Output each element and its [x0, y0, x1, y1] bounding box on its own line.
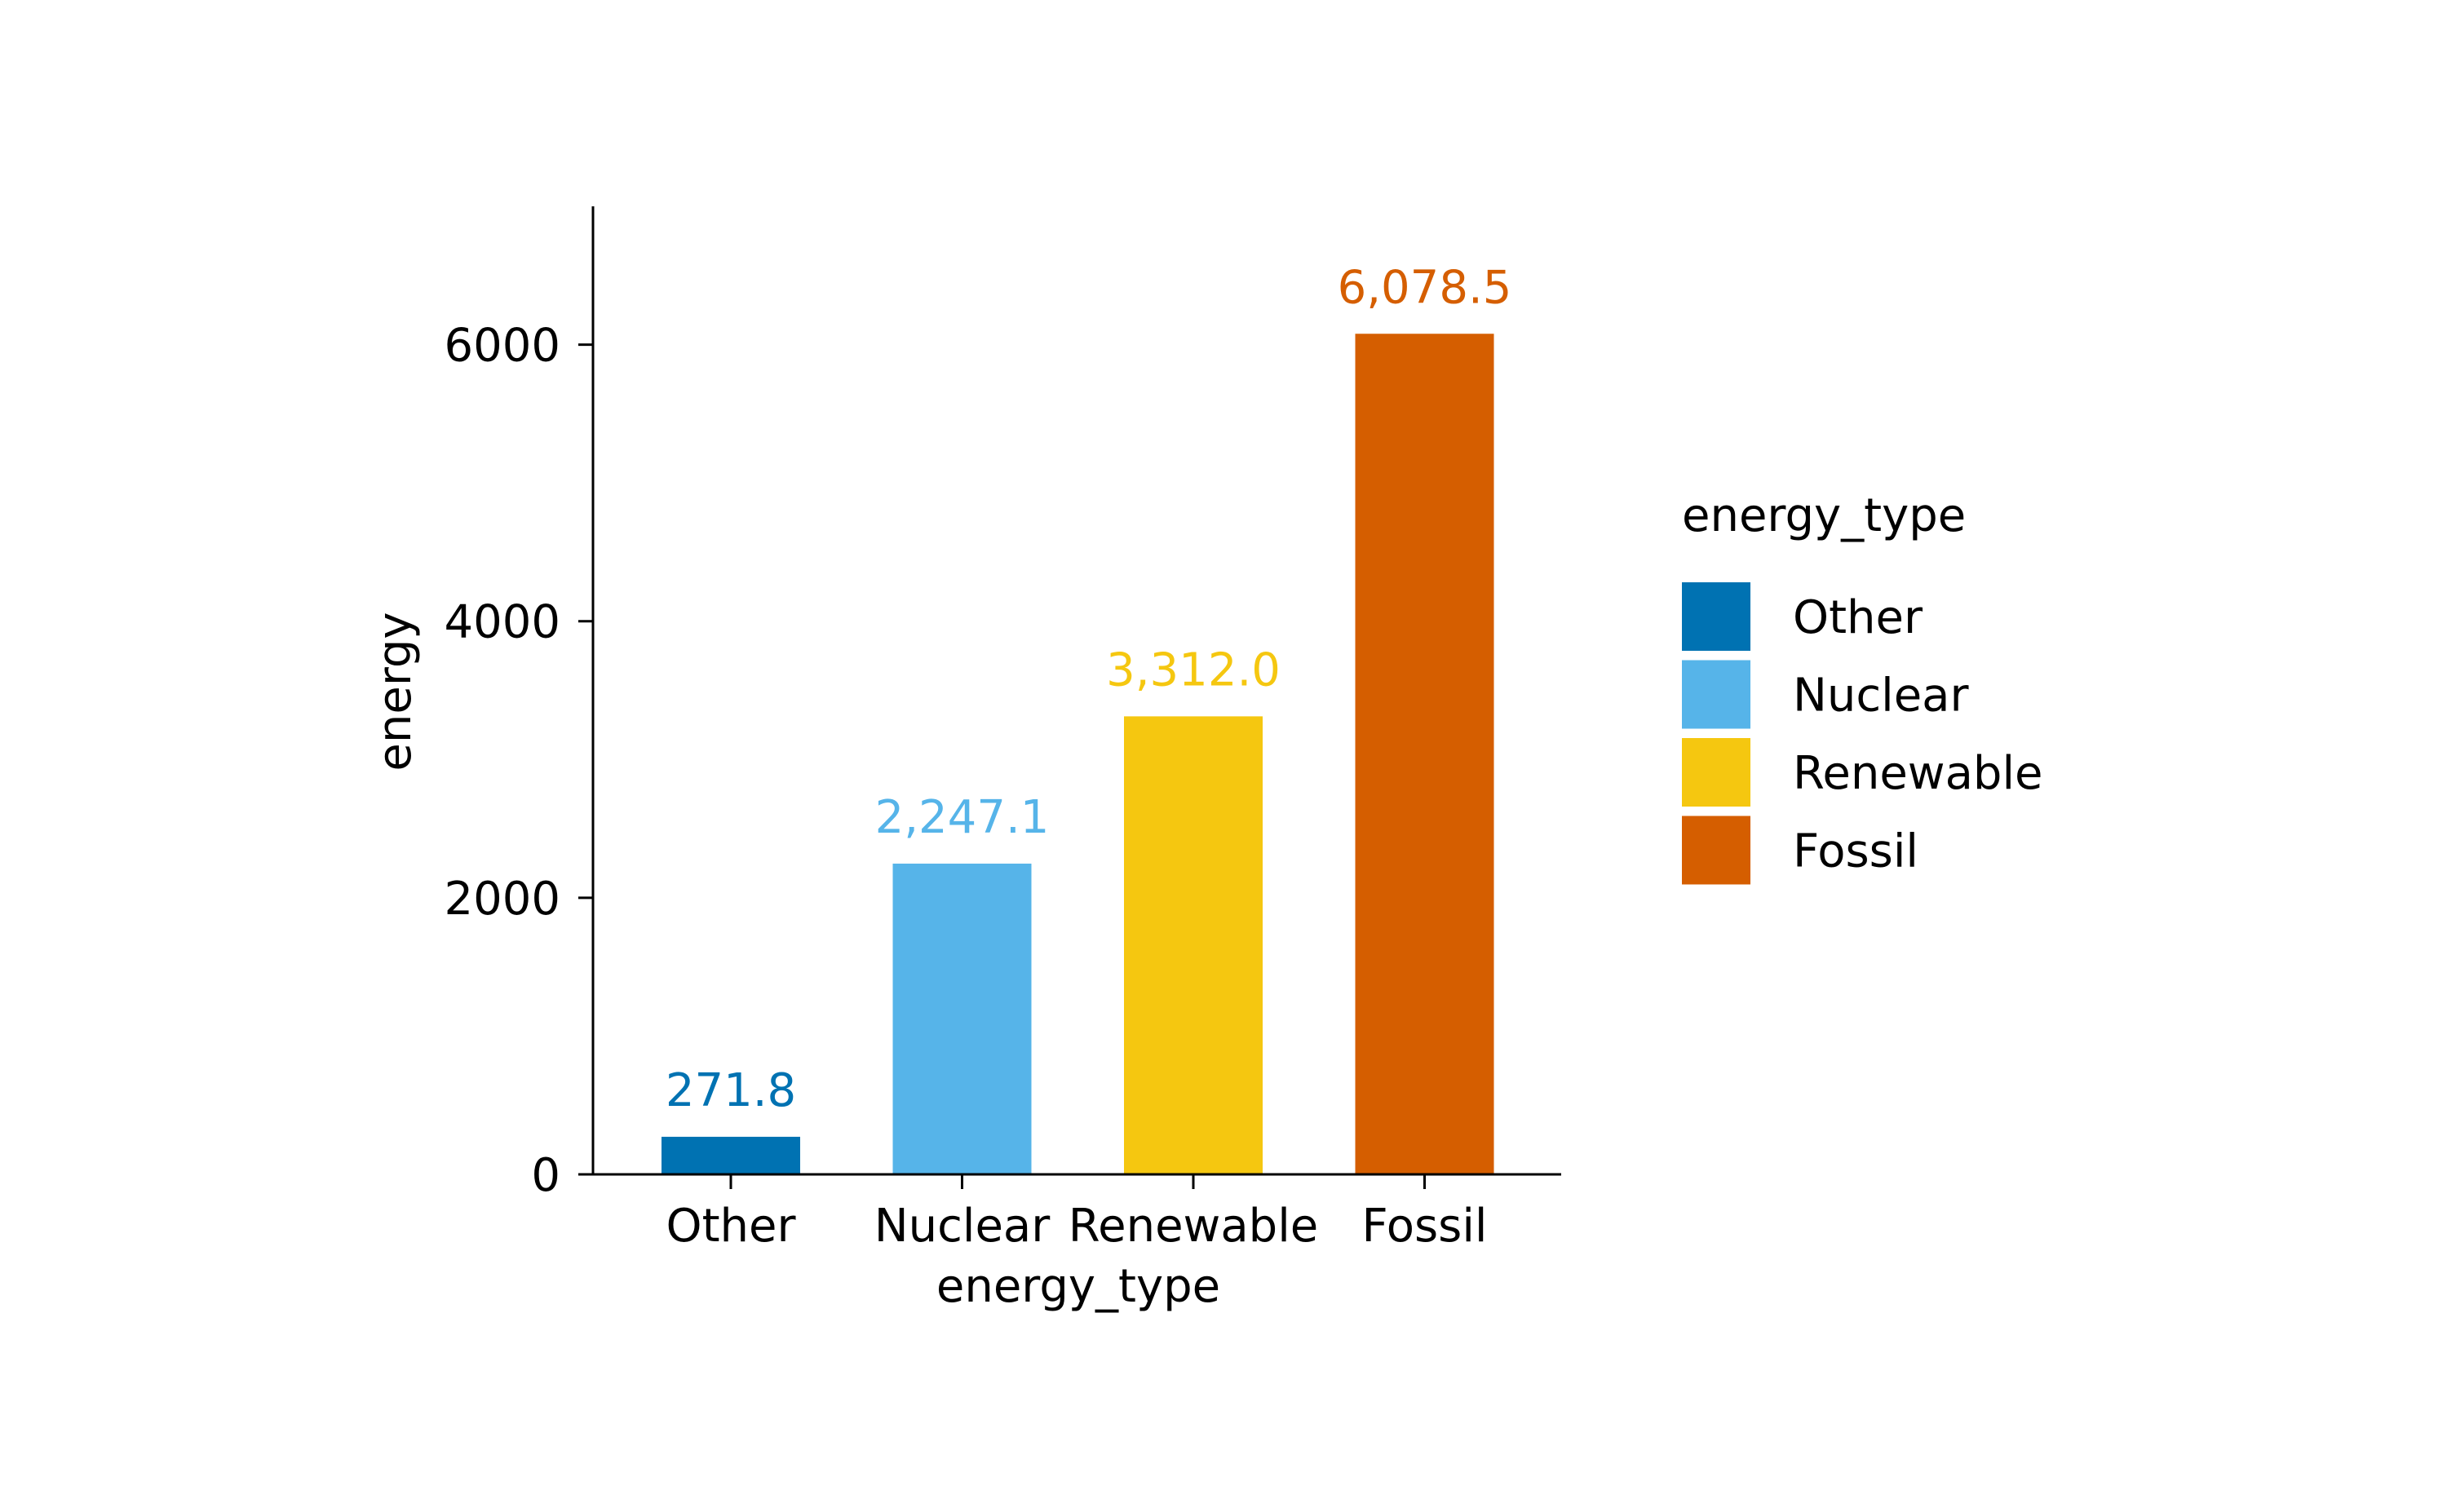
data-label-renewable: 3,312.0	[1106, 643, 1281, 696]
bars-layer	[662, 334, 1494, 1175]
x-tick-label-nuclear: Nuclear	[874, 1200, 1051, 1253]
bar-renewable	[1124, 716, 1263, 1174]
legend-label-renewable: Renewable	[1793, 747, 2042, 800]
legend-label-nuclear: Nuclear	[1793, 670, 1970, 723]
legend-title: energy_type	[1682, 489, 1966, 542]
legend-swatch-nuclear	[1682, 660, 1750, 729]
y-tick-label-4000: 4000	[444, 596, 560, 649]
legend: energy_type Other Nuclear Renewable Fossil	[1682, 489, 2042, 885]
y-tick-label-0: 0	[531, 1149, 560, 1202]
data-label-fossil: 6,078.5	[1338, 261, 1512, 314]
data-label-other: 271.8	[666, 1064, 796, 1117]
x-tick-label-renewable: Renewable	[1069, 1200, 1318, 1253]
legend-swatch-renewable	[1682, 738, 1750, 807]
x-tick-label-other: Other	[666, 1200, 796, 1253]
bar-fossil	[1355, 334, 1494, 1175]
legend-swatch-other	[1682, 582, 1750, 651]
y-tick-label-2000: 2000	[444, 873, 560, 926]
data-labels-layer: 271.8 2,247.1 3,312.0 6,078.5	[666, 261, 1512, 1117]
legend-label-fossil: Fossil	[1793, 825, 1918, 878]
bar-other	[662, 1136, 800, 1174]
bar-nuclear	[892, 863, 1032, 1174]
y-axis-title: energy	[369, 612, 422, 771]
x-tick-label-fossil: Fossil	[1362, 1200, 1488, 1253]
legend-label-other: Other	[1793, 591, 1923, 644]
data-label-nuclear: 2,247.1	[875, 791, 1050, 844]
y-tick-label-6000: 6000	[444, 320, 560, 373]
axes-layer: Other Nuclear Renewable Fossil 0 2000 4000 6000	[444, 206, 1561, 1253]
legend-swatch-fossil	[1682, 816, 1750, 885]
x-axis-title: energy_type	[936, 1260, 1220, 1313]
